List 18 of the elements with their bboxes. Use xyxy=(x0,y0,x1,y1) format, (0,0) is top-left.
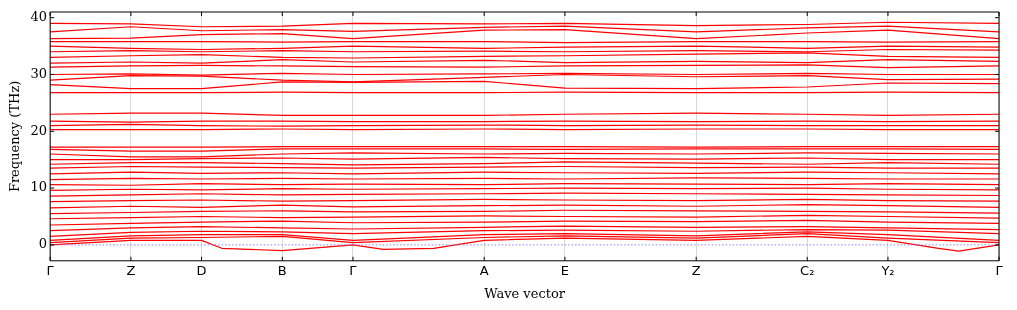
x-axis-title: Wave vector xyxy=(484,285,566,301)
x-tick-label: Y₂ xyxy=(880,262,895,278)
x-tick-label: C₂ xyxy=(800,262,815,278)
y-tick-label: 40 xyxy=(30,9,48,25)
x-tick-label: Z xyxy=(126,262,136,278)
x-tick-label: B xyxy=(277,262,287,278)
x-tick-label: E xyxy=(560,262,570,278)
x-tick-label: D xyxy=(196,262,207,278)
x-tick-label: Γ xyxy=(995,262,1004,278)
y-tick-label: 10 xyxy=(30,179,48,195)
y-tick-label: 0 xyxy=(38,236,48,252)
x-tick-label: Γ xyxy=(349,262,358,278)
y-tick-label: 30 xyxy=(30,65,48,81)
x-tick-label: A xyxy=(479,262,489,278)
y-tick-label: 20 xyxy=(30,122,48,138)
x-tick-label: Γ xyxy=(46,262,55,278)
y-axis-title: Frequency (THz) xyxy=(7,80,23,193)
x-tick-label: Z xyxy=(691,262,701,278)
